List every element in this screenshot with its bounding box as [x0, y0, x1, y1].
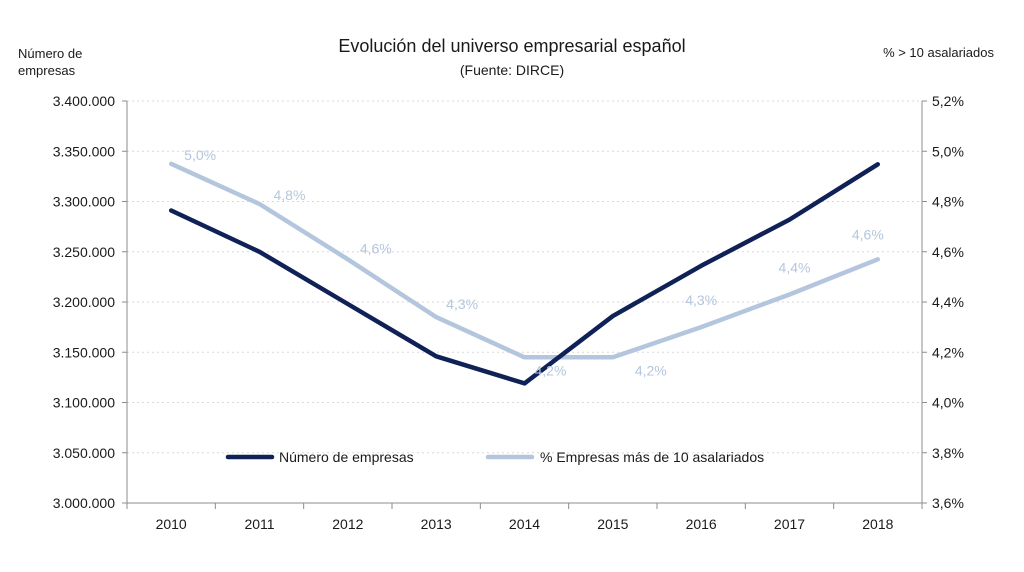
data-label: 4,8% — [274, 187, 306, 203]
left-tick-label: 3.350.000 — [53, 143, 115, 159]
chart-subtitle: (Fuente: DIRCE) — [459, 62, 565, 78]
right-tick-label: 5,0% — [932, 143, 964, 159]
right-tick-label: 4,4% — [932, 294, 964, 310]
chart-title: Evolución del universo empresarial españ… — [338, 36, 686, 56]
right-axis-label: % > 10 asalariados — [883, 45, 994, 60]
data-label: 4,6% — [852, 226, 884, 242]
left-tick-label: 3.000.000 — [53, 495, 115, 511]
data-label: 4,3% — [446, 296, 478, 312]
series-line-empresas — [168, 162, 881, 386]
data-label: 5,0% — [184, 147, 216, 163]
right-tick-label: 5,2% — [932, 93, 964, 109]
data-label: 4,2% — [535, 362, 567, 378]
data-labels: 5,0% 4,8% 4,6% 4,3% 4,2% 4,2% 4,3% 4,4% 4,6% — [184, 147, 884, 378]
x-tick-label: 2015 — [597, 516, 628, 532]
right-tick-label: 4,2% — [932, 344, 964, 360]
x-tick-label: 2016 — [686, 516, 717, 532]
axes: 3.000.000 3,6% 3.050.000 3,8% 3.100.000 4,0% 3… — [53, 93, 964, 532]
legend-label-empresas: Número de empresas — [279, 449, 414, 465]
x-tick-label: 2012 — [332, 516, 363, 532]
left-axis-label: Número de empresas — [18, 46, 83, 78]
x-tick-label: 2017 — [774, 516, 805, 532]
legend-label-porcentaje: % Empresas más de 10 asalariados — [540, 449, 764, 465]
left-tick-label: 3.300.000 — [53, 194, 115, 210]
x-tick-label: 2010 — [156, 516, 187, 532]
left-tick-label: 3.150.000 — [53, 344, 115, 360]
legend: Número de empresas % Empresas más de 10 a… — [225, 449, 764, 465]
right-tick-label: 4,6% — [932, 244, 964, 260]
left-tick-label: 3.250.000 — [53, 244, 115, 260]
right-tick-label: 3,6% — [932, 495, 964, 511]
gridlines — [127, 100, 922, 454]
series-line-porcentaje — [168, 161, 881, 360]
left-tick-label: 3.050.000 — [53, 445, 115, 461]
data-label: 4,3% — [685, 292, 717, 308]
x-tick-label: 2014 — [509, 516, 540, 532]
left-tick-label: 3.400.000 — [53, 93, 115, 109]
right-tick-label: 4,0% — [932, 395, 964, 411]
x-tick-label: 2011 — [244, 516, 274, 532]
left-tick-label: 3.100.000 — [53, 395, 115, 411]
series-lines — [168, 161, 881, 386]
data-label: 4,2% — [635, 362, 667, 378]
x-tick-label: 2018 — [862, 516, 893, 532]
right-tick-label: 3,8% — [932, 445, 964, 461]
x-tick-label: 2013 — [421, 516, 452, 532]
data-label: 4,4% — [779, 259, 811, 275]
right-tick-label: 4,8% — [932, 194, 964, 210]
left-tick-label: 3.200.000 — [53, 294, 115, 310]
data-label: 4,6% — [360, 240, 392, 256]
